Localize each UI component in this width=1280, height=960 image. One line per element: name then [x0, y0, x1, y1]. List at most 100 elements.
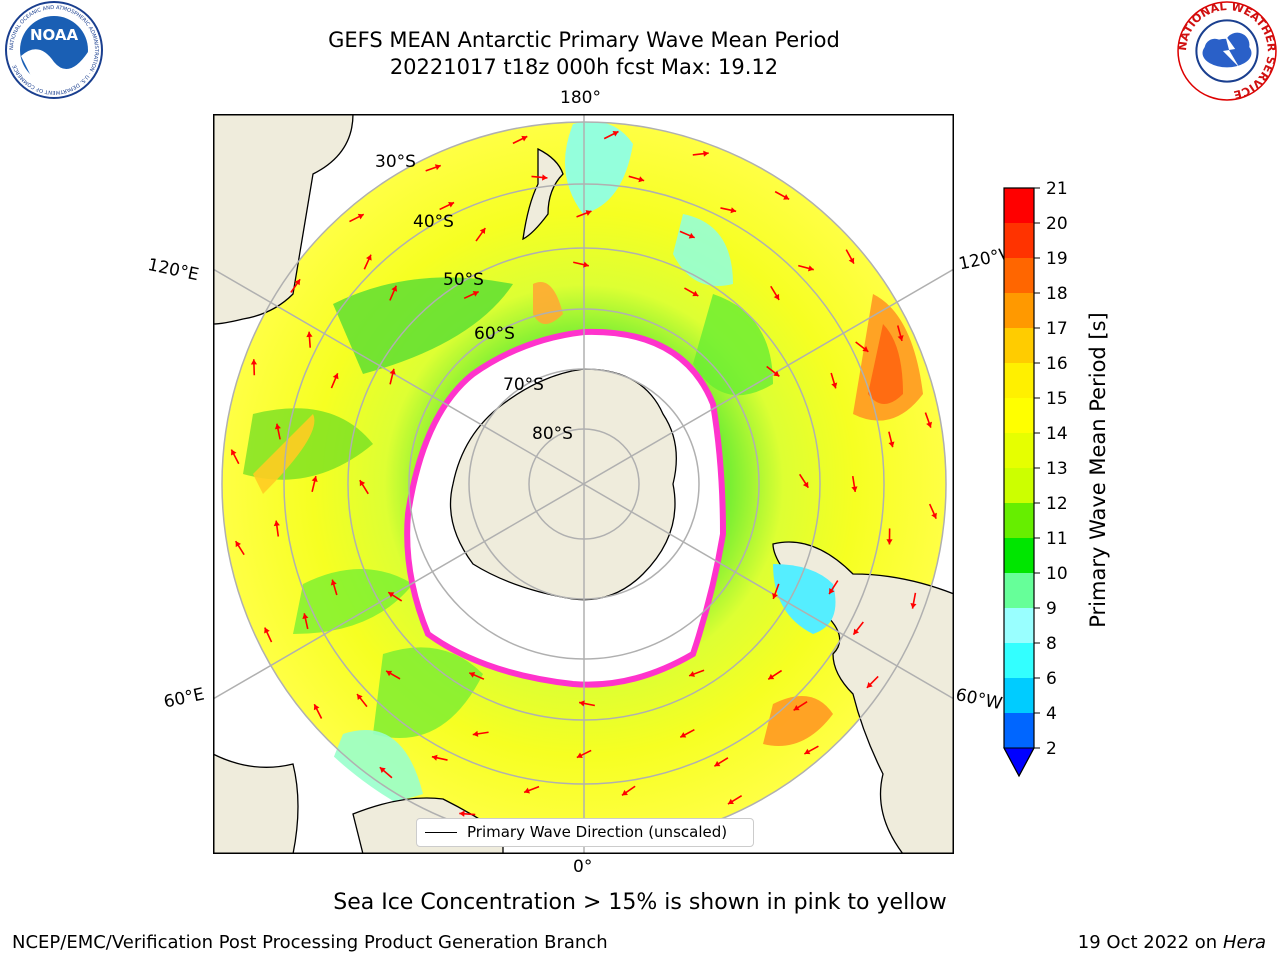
colorbar-tick-label: 10	[1046, 564, 1068, 584]
wave-direction-arrowhead	[689, 671, 695, 677]
lon-label-180: 180°	[560, 88, 601, 108]
colorbar-tick-label: 18	[1046, 284, 1068, 304]
wave-direction-arrowhead	[804, 748, 811, 755]
wave-direction-arrows	[230, 130, 937, 838]
chart-subtitle: 20221017 t18z 000h fcst Max: 19.12	[389, 55, 779, 79]
colorbar-tick-label: 14	[1046, 424, 1068, 444]
wave-direction-arrowhead	[250, 359, 258, 365]
wave-direction-arrowhead	[274, 423, 281, 430]
wave-direction-arrowhead	[431, 754, 438, 761]
wave-direction-arrowhead	[302, 613, 309, 620]
noaa-logo-text: NOAA	[30, 26, 79, 44]
wave-direction-arrowhead	[848, 257, 855, 264]
colorbar-bin	[1004, 678, 1034, 713]
wave-direction-arrowhead	[576, 752, 583, 759]
colorbar-bins	[1003, 187, 1035, 778]
wave-direction-arrowhead	[359, 480, 366, 487]
wave-direction-arrowhead	[829, 588, 835, 595]
colorbar-tick-label: 21	[1046, 180, 1068, 199]
cold-shelf-waters	[773, 564, 836, 634]
wave-direction-arrowhead	[388, 592, 395, 598]
lon-label-120e: 120°E	[145, 255, 201, 286]
colorbar-bin	[1004, 433, 1034, 468]
meridian-60e-120w	[213, 268, 954, 700]
wave-direction-arrowhead	[585, 210, 592, 216]
wave-direction-arrowhead	[273, 520, 280, 527]
colorbar-bin	[1004, 293, 1034, 328]
chart-title: GEFS MEAN Antarctic Primary Wave Mean Pe…	[328, 28, 840, 52]
wave-direction-arrowhead	[773, 293, 780, 300]
run-host: Hera	[1222, 932, 1266, 953]
wave-direction-arrowhead	[357, 213, 364, 220]
wave-direction-arrowhead	[448, 201, 455, 208]
colorbar-bin	[1004, 363, 1034, 398]
wave-direction-arrowhead	[479, 228, 486, 235]
lon-label-60e: 60°E	[162, 684, 207, 713]
colorbar-ticks: 2 4 6 8 9 10 11 12 13 14 15 16 17 18 19 20 21	[1034, 180, 1068, 759]
wave-direction-arrowhead	[332, 373, 339, 380]
legend-label: Primary Wave Direction (unscaled)	[467, 823, 728, 841]
wave-direction-arrowhead	[583, 261, 589, 268]
wave-direction-arrowhead	[357, 694, 363, 701]
south-america-landmass	[772, 534, 954, 854]
noaa-logo: NOAA NATIONAL OCEANIC AND ATMOSPHERIC AD…	[5, 1, 103, 99]
colorbar-extend-triangle	[1003, 747, 1035, 778]
colorbar-tick-label: 12	[1046, 494, 1068, 514]
wave-direction-arrowhead	[853, 628, 860, 635]
colorbar-bin	[1004, 188, 1034, 223]
wave-direction-arrowhead	[434, 164, 441, 171]
wave-direction-arrowhead	[714, 760, 721, 767]
colorbar-tick-label: 6	[1046, 669, 1057, 689]
lat-label-50s: 50°S	[443, 270, 484, 290]
colorbar-tick-label: 17	[1046, 319, 1068, 339]
colorbar-tick-label: 4	[1046, 704, 1057, 724]
wave-direction-arrowhead	[802, 481, 809, 488]
colorbar-bin	[1004, 538, 1034, 573]
wave-direction-arrowhead	[469, 672, 476, 678]
new-zealand-landmass	[522, 147, 564, 241]
australia-landmass	[213, 114, 354, 325]
wave-direction-arrowhead	[910, 602, 917, 609]
wave-direction-arrowhead	[330, 579, 337, 586]
wave-direction-arrowhead	[727, 798, 734, 805]
wave-direction-arrowhead	[579, 700, 585, 707]
colorbar-bin	[1004, 503, 1034, 538]
wave-direction-arrowhead	[521, 135, 528, 142]
wave-direction-arrowhead	[524, 787, 531, 794]
colorbar-tick-label: 13	[1046, 459, 1068, 479]
wave-direction-arrowhead	[851, 486, 858, 492]
wave-direction-arrowhead	[897, 335, 904, 341]
wave-direction-arrowhead	[703, 150, 709, 157]
colorbar-tick-label: 2	[1046, 739, 1057, 759]
wave-direction-arrowhead	[931, 512, 937, 519]
colorbar-bin	[1004, 468, 1034, 503]
lon-label-0: 0°	[573, 857, 593, 877]
wave-direction-arrowhead	[386, 670, 393, 677]
colorbar-tick-label: 9	[1046, 599, 1057, 619]
run-date-text: 19 Oct 2022 on	[1077, 932, 1218, 953]
legend-line-swatch	[425, 832, 457, 833]
lat-label-80s: 80°S	[532, 424, 573, 444]
map-legend: Primary Wave Direction (unscaled)	[416, 818, 754, 847]
colorbar-tick-label: 15	[1046, 389, 1068, 409]
wave-direction-arrowhead	[926, 421, 932, 428]
nws-logo: NATIONAL WEATHER SERVICE	[1176, 0, 1278, 101]
wave-direction-arrowhead	[306, 331, 313, 338]
graticule	[213, 114, 954, 854]
wave-direction-arrowhead	[311, 476, 318, 482]
colorbar-bin	[1004, 398, 1034, 433]
colorbar-tick-label: 19	[1046, 249, 1068, 269]
wave-direction-arrowhead	[888, 441, 895, 448]
wave-direction-arrowhead	[391, 285, 398, 292]
wave-direction-arrowhead	[831, 382, 838, 389]
wave-direction-arrowhead	[294, 279, 301, 286]
map-frame-border	[213, 114, 954, 854]
wave-direction-arrowhead	[472, 290, 479, 297]
wave-direction-arrowhead	[730, 207, 737, 214]
colorbar-outline	[1003, 187, 1035, 778]
run-date: 19 Oct 2022 on Hera	[1078, 932, 1266, 953]
colorbar-bin	[1004, 223, 1034, 258]
madagascar-landmass	[213, 753, 299, 854]
wave-direction-arrowhead	[793, 704, 800, 711]
wave-direction-arrowhead	[768, 673, 775, 680]
